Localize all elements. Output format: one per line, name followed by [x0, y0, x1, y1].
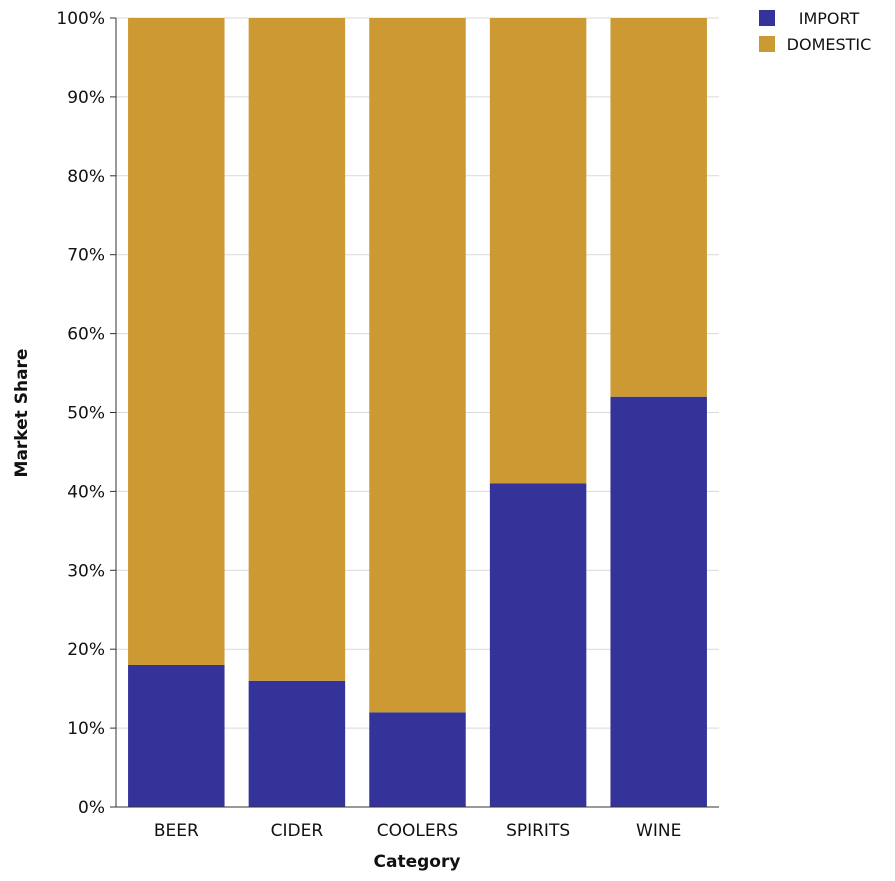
bar-domestic-beer: [128, 18, 225, 665]
y-tick-labels: 0% 10% 20% 30% 40% 50% 60% 70% 80% 90% 100%: [56, 9, 116, 818]
bar-import-beer: [128, 664, 225, 807]
y-tick-label: 80%: [67, 167, 105, 187]
legend-swatch-import: [759, 10, 775, 26]
bar-import-wine: [610, 396, 707, 807]
bar-import-spirits: [489, 483, 587, 807]
legend-label-import: IMPORT: [799, 9, 860, 28]
x-category-label: WINE: [636, 821, 681, 841]
bars: [128, 18, 707, 807]
legend: IMPORT DOMESTIC: [759, 9, 871, 54]
y-tick-label: 0%: [78, 798, 105, 818]
x-axis-title: Category: [374, 852, 461, 872]
y-tick-label: 20%: [67, 640, 105, 660]
bar-domestic-cider: [248, 18, 346, 681]
x-category-label: BEER: [154, 821, 199, 841]
bar-domestic-wine: [610, 18, 707, 397]
bar-domestic-spirits: [489, 18, 587, 484]
legend-swatch-domestic: [759, 36, 775, 52]
bar-domestic-coolers: [369, 18, 466, 713]
y-tick-label: 60%: [67, 325, 105, 345]
x-category-label: COOLERS: [377, 821, 458, 841]
x-category-labels: BEER CIDER COOLERS SPIRITS WINE: [154, 821, 682, 841]
y-tick-label: 100%: [56, 9, 105, 29]
bar-import-coolers: [369, 712, 466, 807]
bar-import-cider: [248, 680, 346, 807]
y-tick-label: 90%: [67, 88, 105, 108]
legend-label-domestic: DOMESTIC: [787, 35, 872, 54]
y-axis-title: Market Share: [12, 349, 32, 478]
y-tick-label: 40%: [67, 482, 105, 502]
x-category-label: CIDER: [271, 821, 324, 841]
y-tick-label: 70%: [67, 246, 105, 266]
y-tick-label: 10%: [67, 719, 105, 739]
x-category-label: SPIRITS: [506, 821, 570, 841]
y-tick-label: 50%: [67, 404, 105, 424]
y-tick-label: 30%: [67, 561, 105, 581]
